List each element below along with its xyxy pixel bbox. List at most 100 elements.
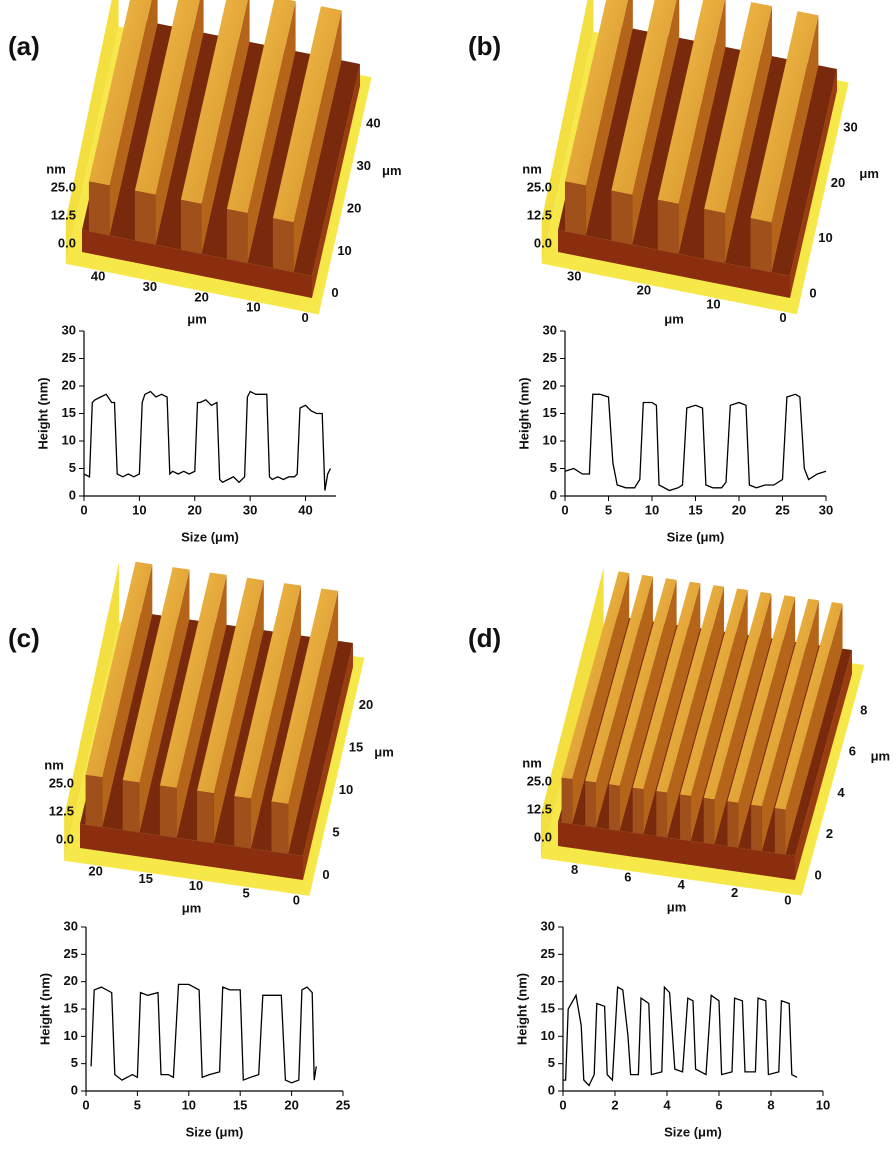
y-tick-label: 0 — [69, 487, 76, 502]
afm-ridge-side — [293, 10, 342, 273]
afm-ridge-front — [88, 181, 110, 236]
y-tick-label: 25 — [64, 946, 78, 961]
x-tick-label: 0 — [559, 1097, 566, 1112]
afm-ridge-top — [703, 591, 772, 800]
y-axis-title: Height (nm) — [35, 377, 50, 449]
afm-x-tick: 0 — [784, 892, 791, 907]
afm-y-tick: 0 — [809, 285, 816, 300]
afm-ridge-top — [632, 581, 701, 790]
afm-ridge-front — [197, 790, 214, 844]
x-tick-label: 5 — [605, 502, 612, 517]
y-axis-title: Height (nm) — [516, 377, 531, 449]
y-tick-label: 10 — [62, 432, 76, 447]
afm-y-tick: 0 — [331, 285, 338, 300]
afm-ridge-top — [272, 6, 342, 223]
afm-ridge-side — [714, 593, 772, 845]
afm-ridge-side — [632, 0, 680, 245]
afm-ridge-front — [226, 208, 248, 264]
afm-floor-wall — [65, 0, 119, 264]
afm-ridge-front — [134, 190, 156, 245]
afm-side — [303, 643, 353, 880]
afm-z-tick: 12.5 — [527, 801, 552, 816]
afm-ridge-front — [703, 797, 715, 845]
panel-label: (b) — [468, 31, 501, 61]
afm-z-tick: 12.5 — [49, 803, 74, 818]
afm-floor-wall — [64, 562, 120, 861]
x-axis-title: Size (μm) — [181, 529, 239, 544]
afm-front — [558, 822, 795, 880]
afm-ridge-side — [738, 596, 796, 848]
afm-ridge-top — [657, 0, 725, 204]
afm-x-tick: 30 — [143, 279, 157, 294]
afm-ridge-front — [271, 801, 289, 854]
afm-y-tick: 10 — [818, 230, 832, 245]
afm-ridge-top — [88, 0, 152, 186]
afm-ridge-top — [226, 0, 296, 214]
x-tick-label: 10 — [645, 502, 659, 517]
afm-ridge-front — [561, 777, 573, 825]
afm-ridge-front — [611, 190, 633, 245]
afm-y-tick: 30 — [843, 120, 857, 135]
afm-x-tick: 0 — [293, 892, 300, 907]
x-tick-label: 10 — [182, 1097, 196, 1112]
afm-side — [790, 69, 837, 298]
y-tick-label: 20 — [541, 973, 555, 988]
afm-y-tick: 20 — [831, 175, 845, 190]
y-tick-label: 10 — [64, 1028, 78, 1043]
afm-ridge-front — [272, 218, 294, 273]
afm-ridge-top — [774, 602, 843, 810]
afm-ridge-top — [180, 0, 248, 204]
y-tick-label: 25 — [543, 350, 557, 365]
afm-ridge-side — [139, 569, 190, 833]
y-tick-label: 0 — [548, 1082, 555, 1097]
afm-ridge-front — [608, 784, 620, 831]
x-tick-label: 20 — [284, 1097, 298, 1112]
x-tick-label: 30 — [819, 502, 833, 517]
x-tick-label: 0 — [561, 502, 568, 517]
afm-y-tick: 15 — [349, 739, 363, 754]
afm-z-tick: 25.0 — [51, 179, 76, 194]
afm-ridge-top — [122, 567, 190, 783]
y-tick-label: 30 — [543, 322, 557, 337]
x-tick-label: 5 — [134, 1097, 141, 1112]
afm-ridge-top — [727, 595, 796, 803]
afm-y-tick: 6 — [849, 744, 856, 759]
afm-y-tick: 0 — [322, 867, 329, 882]
x-axis-title: Size (μm) — [667, 529, 725, 544]
afm-ridge-side — [288, 590, 339, 854]
afm-z-tick: 12.5 — [527, 207, 552, 222]
afm-ridge-side — [771, 15, 819, 273]
afm-ridge-front — [656, 791, 668, 838]
y-tick-label: 15 — [543, 405, 557, 420]
afm-z-tick: 25.0 — [527, 773, 552, 788]
afm-y-tick: 5 — [332, 825, 339, 840]
afm-z-unit: nm — [522, 755, 542, 770]
afm-ridge-top — [611, 0, 677, 195]
afm-x-tick: 20 — [637, 282, 651, 297]
afm-ridge-front — [85, 774, 103, 828]
afm-ridge-side — [643, 583, 701, 835]
afm-ridge-top — [585, 574, 653, 783]
afm-y-tick: 20 — [359, 697, 373, 712]
profile-line — [83, 390, 332, 491]
x-axis-title: Size (μm) — [664, 1124, 722, 1139]
afm-ridge-top — [197, 577, 264, 794]
afm-x-tick: 4 — [678, 877, 686, 892]
afm-ridge-top — [750, 11, 819, 223]
afm-ridge-front — [680, 794, 691, 842]
afm-z-tick: 25.0 — [527, 179, 552, 194]
y-tick-label: 30 — [62, 322, 76, 337]
afm-x-tick: 2 — [731, 885, 738, 900]
x-tick-label: 30 — [243, 502, 257, 517]
afm-z-tick: 0.0 — [58, 235, 76, 250]
afm-x-tick: 20 — [194, 289, 208, 304]
y-tick-label: 30 — [64, 918, 78, 933]
afm-ridge-side — [678, 0, 726, 254]
afm-ridge-top — [680, 588, 748, 797]
afm-x-tick: 6 — [624, 869, 631, 884]
x-tick-label: 15 — [688, 502, 702, 517]
afm-ridge-top — [564, 0, 628, 186]
afm-z-unit: nm — [44, 757, 64, 772]
afm-ridge-side — [761, 600, 819, 852]
